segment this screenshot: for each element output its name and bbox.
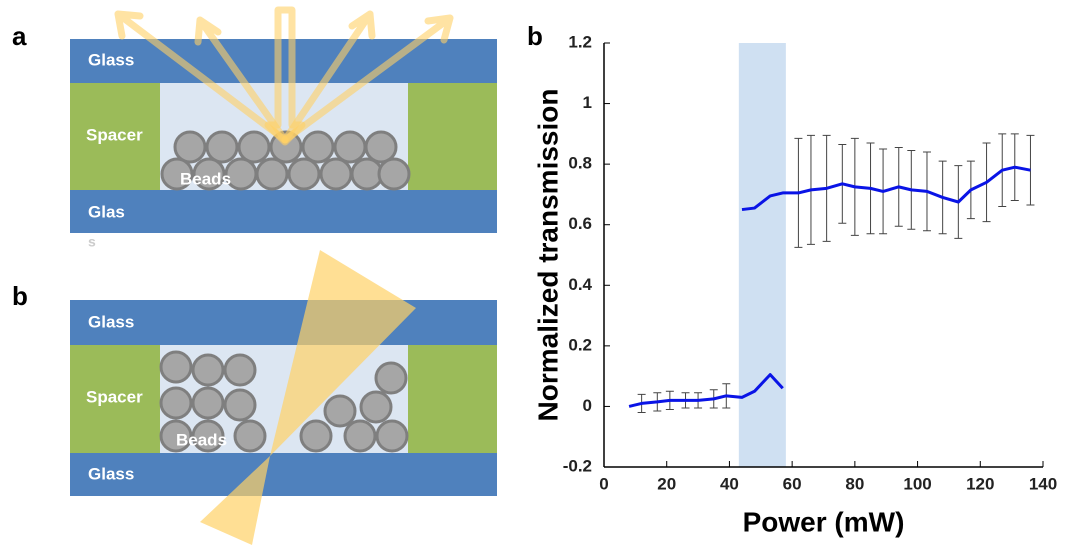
panel-label: a	[12, 21, 27, 51]
y-tick-label: 1	[583, 93, 592, 112]
data-line	[628, 373, 784, 408]
highlight-region	[738, 43, 786, 467]
glass	[70, 190, 497, 233]
label: Glass	[88, 50, 134, 69]
beads	[159, 350, 409, 453]
x-tick-label: 120	[966, 474, 994, 493]
error-bar	[1026, 134, 1035, 206]
label: Spacer	[86, 387, 143, 406]
data-line	[741, 165, 1031, 212]
panel-label: b	[12, 281, 28, 311]
label: Glass	[88, 464, 134, 483]
x-tick-label: 0	[599, 474, 608, 493]
label: Glas	[88, 202, 125, 221]
x-tick-label: 60	[783, 474, 802, 493]
spacer	[408, 345, 497, 453]
x-axis-label: Power (mW)	[743, 506, 905, 537]
y-tick-label: 0.2	[568, 335, 592, 354]
y-tick-label: -0.2	[563, 456, 592, 475]
light-rays	[114, 6, 454, 146]
x-tick-label: 20	[657, 474, 676, 493]
label: Beads	[176, 430, 227, 449]
x-tick-label: 40	[720, 474, 739, 493]
spacer	[408, 83, 497, 190]
y-tick-label: 1.2	[568, 32, 592, 51]
y-tick-label: 0.6	[568, 214, 592, 233]
glass	[70, 39, 497, 83]
glass	[70, 453, 497, 496]
label: s	[88, 234, 96, 250]
y-axis-label: Normalized transmission	[532, 89, 563, 422]
diagram-a: Glass Spacer Beads Glas s	[70, 6, 497, 250]
label: Spacer	[86, 125, 143, 144]
y-tick-label: 0	[583, 396, 592, 415]
diagram-b: Glass Spacer Beads Glass	[70, 250, 497, 545]
glass	[70, 300, 497, 345]
spacer	[70, 345, 160, 453]
spacer	[70, 83, 160, 190]
y-tick-label: 0.4	[568, 275, 592, 294]
label: Beads	[180, 169, 231, 188]
beads	[160, 130, 411, 191]
y-tick-label: 0.8	[568, 154, 592, 173]
label: Glass	[88, 312, 134, 331]
panel-label: b	[527, 21, 543, 51]
x-tick-label: 80	[845, 474, 864, 493]
x-tick-label: 140	[1029, 474, 1057, 493]
light-cone	[200, 456, 270, 545]
light-cone	[270, 250, 416, 456]
x-tick-label: 100	[903, 474, 931, 493]
chart: -0.2 0 0.2 0.4 0.6 0.8 1 1.2 0 20 40 60 80 100 120 140 P…	[532, 32, 1057, 537]
